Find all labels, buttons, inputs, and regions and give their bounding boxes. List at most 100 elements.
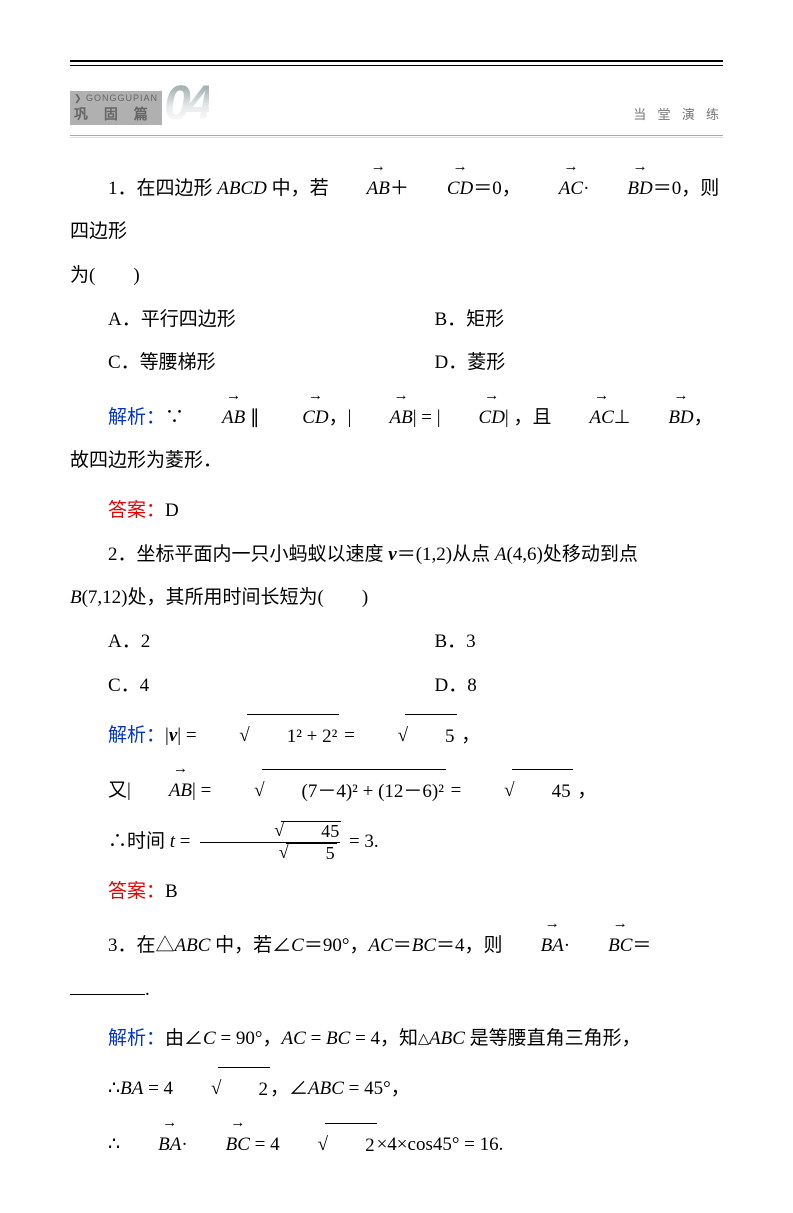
sqrt: √5 bbox=[360, 714, 457, 759]
text: ＝ bbox=[632, 935, 651, 956]
q1-options-1: A．平行四边形 B．矩形 bbox=[70, 298, 723, 342]
q1-tail: 为( ) bbox=[70, 254, 723, 298]
text: = bbox=[306, 1028, 326, 1049]
text: | = | bbox=[413, 407, 441, 428]
answer-label: 答案： bbox=[108, 881, 165, 902]
q3-jiexi-1: 解析：由∠C = 90°，AC = BC = 4，知△ABC 是等腰直角三角形， bbox=[70, 1017, 723, 1061]
text: = 45°， bbox=[344, 1078, 410, 1099]
banner-right: 当 堂 演 练 bbox=[633, 104, 723, 125]
vec-ab: AB bbox=[131, 764, 192, 812]
text: ， bbox=[573, 780, 597, 801]
text: ×4×cos45° = 16. bbox=[377, 1134, 504, 1155]
text: AC bbox=[368, 935, 392, 956]
text: ＝0， bbox=[473, 178, 521, 199]
sqrt-body: 5 bbox=[405, 714, 457, 759]
text: 3．在△ bbox=[108, 935, 175, 956]
top-rule bbox=[70, 60, 723, 66]
text: ABCD bbox=[217, 178, 267, 199]
text: = 4 bbox=[143, 1078, 173, 1099]
text: ， bbox=[457, 725, 481, 746]
text: ABC bbox=[308, 1078, 344, 1099]
text: = 90°， bbox=[216, 1028, 282, 1049]
banner-left: ❯ GONGGUPIAN 巩 固 篇 04 bbox=[70, 84, 209, 125]
q2-optC: C．4 bbox=[70, 664, 397, 708]
answer-value: D bbox=[165, 500, 179, 521]
text: BC bbox=[412, 935, 436, 956]
vec-bc: BC bbox=[188, 1118, 250, 1166]
text: AC bbox=[282, 1028, 306, 1049]
answer-label: 答案： bbox=[108, 500, 165, 521]
text: v bbox=[169, 725, 177, 746]
text: ∥ bbox=[245, 407, 264, 428]
text: 又| bbox=[108, 780, 131, 801]
q1-optB: B．矩形 bbox=[397, 298, 724, 342]
text: . bbox=[145, 979, 150, 1000]
vec-cd: CD bbox=[441, 391, 505, 439]
q1-stem: 1．在四边形 ABCD 中，若AB＋CD＝0，AC·BD＝0，则四边形 bbox=[70, 162, 723, 254]
page: ❯ GONGGUPIAN 巩 固 篇 04 当 堂 演 练 1．在四边形 ABC… bbox=[0, 0, 793, 1213]
vec-ab: AB bbox=[184, 391, 245, 439]
vec-bd: BD bbox=[589, 162, 652, 210]
text: 2．坐标平面内一只小蚂蚁以速度 bbox=[108, 544, 388, 565]
q2-optB: B．3 bbox=[397, 620, 724, 664]
text: 由∠ bbox=[165, 1028, 203, 1049]
q1-optA: A．平行四边形 bbox=[70, 298, 397, 342]
text: (4,6)处移动到点 bbox=[506, 544, 637, 565]
text: ＝ bbox=[393, 935, 412, 956]
q3-stem: 3．在△ABC 中，若∠C＝90°，AC＝BC＝4，则BA·BC＝. bbox=[70, 919, 723, 1011]
text: ＝90°， bbox=[304, 935, 369, 956]
sqrt: √45 bbox=[466, 769, 572, 814]
q2-optD: D．8 bbox=[397, 664, 724, 708]
text: A bbox=[495, 544, 507, 565]
fill-blank bbox=[70, 975, 145, 995]
text: = bbox=[339, 725, 359, 746]
text: 是等腰直角三角形， bbox=[465, 1028, 641, 1049]
answer-value: B bbox=[165, 881, 178, 902]
vec-bc: BC bbox=[570, 919, 632, 967]
banner-number: 04 bbox=[164, 84, 209, 125]
text: ，| bbox=[329, 407, 352, 428]
sqrt-body: (7－4)² + (12－6)² bbox=[262, 769, 446, 814]
banner-pinyin: ❯ GONGGUPIAN bbox=[74, 93, 158, 104]
sqrt: √2 bbox=[280, 1123, 377, 1168]
jiexi-label: 解析： bbox=[108, 725, 165, 746]
text: = 3. bbox=[344, 831, 378, 852]
vec-ac: AC bbox=[521, 162, 583, 210]
text: (7,12)处，其所用时间长短为( ) bbox=[82, 587, 369, 608]
text: C bbox=[203, 1028, 216, 1049]
banner-tab: ❯ GONGGUPIAN 巩 固 篇 bbox=[70, 91, 162, 125]
text: ∴ bbox=[108, 1134, 120, 1155]
text: ＝(1,2)从点 bbox=[397, 544, 495, 565]
sqrt-body: 2 bbox=[325, 1123, 377, 1168]
text: = 4 bbox=[250, 1134, 280, 1155]
vec-cd: CD bbox=[409, 162, 473, 210]
vec-cd: CD bbox=[264, 391, 328, 439]
text: BC bbox=[326, 1028, 350, 1049]
vec-ba: BA bbox=[503, 919, 564, 967]
section-banner: ❯ GONGGUPIAN 巩 固 篇 04 当 堂 演 练 bbox=[70, 84, 723, 125]
jiexi-label: 解析： bbox=[108, 1028, 165, 1049]
q2-jiexi-2: 又|AB| = √(7－4)² + (12－6)² = √45 ， bbox=[70, 764, 723, 813]
q2-options-2: C．4 D．8 bbox=[70, 664, 723, 708]
text: ，∠ bbox=[270, 1078, 308, 1099]
text: = bbox=[446, 780, 466, 801]
vec-ab: AB bbox=[329, 162, 390, 210]
sqrt-body: 45 bbox=[281, 821, 341, 842]
q2-jiexi-3: ∴时间 t = √45√5 = 3. bbox=[70, 820, 723, 864]
banner-underline bbox=[70, 135, 723, 136]
q2-optA: A．2 bbox=[70, 620, 397, 664]
sqrt-body: 1² + 2² bbox=[247, 714, 340, 759]
text: ∴ bbox=[108, 1078, 120, 1099]
text: ∵ bbox=[165, 407, 184, 428]
jiexi-label: 解析： bbox=[108, 407, 165, 428]
banner-cn: 巩 固 篇 bbox=[74, 104, 158, 124]
sqrt: √1² + 2² bbox=[201, 714, 339, 759]
text: ∴时间 bbox=[108, 831, 170, 852]
text: C bbox=[291, 935, 304, 956]
triangle-icon: △ bbox=[418, 1031, 429, 1047]
vec-ab: AB bbox=[351, 391, 412, 439]
text: ⊥ bbox=[614, 407, 631, 428]
q2-options-1: A．2 B．3 bbox=[70, 620, 723, 664]
text: ABC bbox=[175, 935, 211, 956]
text: ABC bbox=[429, 1028, 465, 1049]
